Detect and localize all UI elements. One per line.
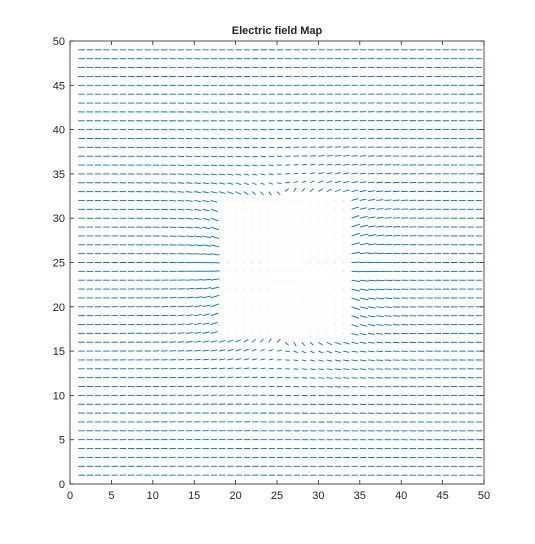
- field-vector: [244, 377, 250, 378]
- x-tick-label: 50: [478, 490, 490, 502]
- field-vector: [227, 156, 233, 157]
- field-vector: [186, 351, 193, 352]
- y-tick-label: 45: [53, 80, 65, 92]
- field-vector: [368, 369, 374, 370]
- field-vector: [277, 350, 281, 351]
- field-vector: [252, 377, 258, 378]
- field-vector: [194, 174, 200, 175]
- field-vector: [178, 192, 185, 193]
- field-vector: [252, 156, 258, 157]
- y-tick-label: 25: [53, 258, 65, 270]
- x-tick-label: 15: [188, 490, 200, 502]
- field-vector: [335, 156, 341, 157]
- field-vector: [186, 174, 193, 175]
- field-vector: [178, 297, 185, 298]
- y-tick-label: 15: [53, 346, 65, 358]
- field-vector: [360, 369, 366, 370]
- field-vector: [335, 378, 341, 379]
- x-tick-label: 10: [147, 490, 159, 502]
- field-vector: [385, 333, 392, 334]
- y-tick-label: 40: [53, 125, 65, 137]
- y-tick-label: 10: [53, 390, 65, 402]
- field-vector: [385, 235, 392, 236]
- field-vector: [310, 156, 316, 157]
- y-tick-label: 5: [59, 435, 65, 447]
- field-vector: [219, 156, 225, 157]
- field-vector: [376, 360, 383, 361]
- field-vector: [352, 378, 358, 379]
- field-vector: [368, 360, 374, 361]
- x-tick-label: 40: [395, 490, 407, 502]
- field-vector: [219, 377, 225, 378]
- field-vector: [178, 227, 185, 228]
- field-vector: [227, 377, 233, 378]
- x-tick-label: 20: [229, 490, 241, 502]
- y-tick-label: 20: [53, 302, 65, 314]
- field-vector: [360, 164, 366, 165]
- field-vector: [385, 200, 392, 201]
- y-tick-label: 35: [53, 169, 65, 181]
- x-tick-label: 25: [271, 490, 283, 502]
- field-vector: [376, 351, 383, 352]
- field-vector: [327, 156, 333, 157]
- field-vector: [202, 165, 208, 166]
- field-vector: [178, 324, 185, 325]
- field-vector: [343, 378, 349, 379]
- field-vector: [352, 156, 358, 157]
- field-vector: [385, 191, 392, 192]
- chart-title: Electric field Map: [232, 25, 323, 37]
- x-tick-label: 30: [312, 490, 324, 502]
- field-vector: [236, 377, 242, 378]
- field-vector: [211, 377, 217, 378]
- field-vector: [194, 359, 200, 360]
- field-vector: [385, 209, 392, 210]
- field-vector: [368, 165, 374, 166]
- field-vector: [385, 307, 392, 308]
- y-tick-label: 50: [53, 36, 65, 48]
- field-vector: [285, 351, 289, 352]
- field-vector: [178, 342, 185, 343]
- field-vector: [186, 183, 193, 184]
- y-tick-label: 0: [59, 479, 65, 491]
- field-vector: [385, 342, 392, 343]
- field-vector: [310, 378, 316, 379]
- field-vector: [194, 368, 200, 369]
- field-vector: [385, 218, 392, 219]
- field-vector: [178, 333, 185, 334]
- field-vector: [178, 218, 185, 219]
- field-vector: [244, 156, 250, 157]
- field-vector: [327, 378, 333, 379]
- field-vector: [318, 378, 324, 379]
- field-vector: [211, 156, 217, 157]
- field-vector: [285, 182, 289, 183]
- field-vector: [236, 156, 242, 157]
- field-vector: [376, 173, 383, 174]
- field-vector: [178, 306, 185, 307]
- x-tick-label: 5: [108, 490, 114, 502]
- field-vector: [178, 209, 185, 210]
- field-vector: [194, 165, 200, 166]
- y-tick-label: 30: [53, 213, 65, 225]
- field-vector: [178, 200, 185, 201]
- field-vector: [178, 236, 185, 237]
- field-vector: [385, 316, 392, 317]
- field-vector: [385, 226, 392, 227]
- x-tick-label: 0: [67, 490, 73, 502]
- x-tick-label: 45: [436, 490, 448, 502]
- x-tick-label: 35: [354, 490, 366, 502]
- field-vector: [318, 156, 324, 157]
- field-vector: [385, 325, 392, 326]
- field-vector: [343, 156, 349, 157]
- field-vector: [186, 359, 193, 360]
- field-vector: [277, 183, 281, 184]
- field-vector: [178, 315, 185, 316]
- field-vector: [385, 298, 392, 299]
- field-vector: [368, 173, 374, 174]
- field-vector: [202, 368, 208, 369]
- field-vector: [376, 182, 383, 183]
